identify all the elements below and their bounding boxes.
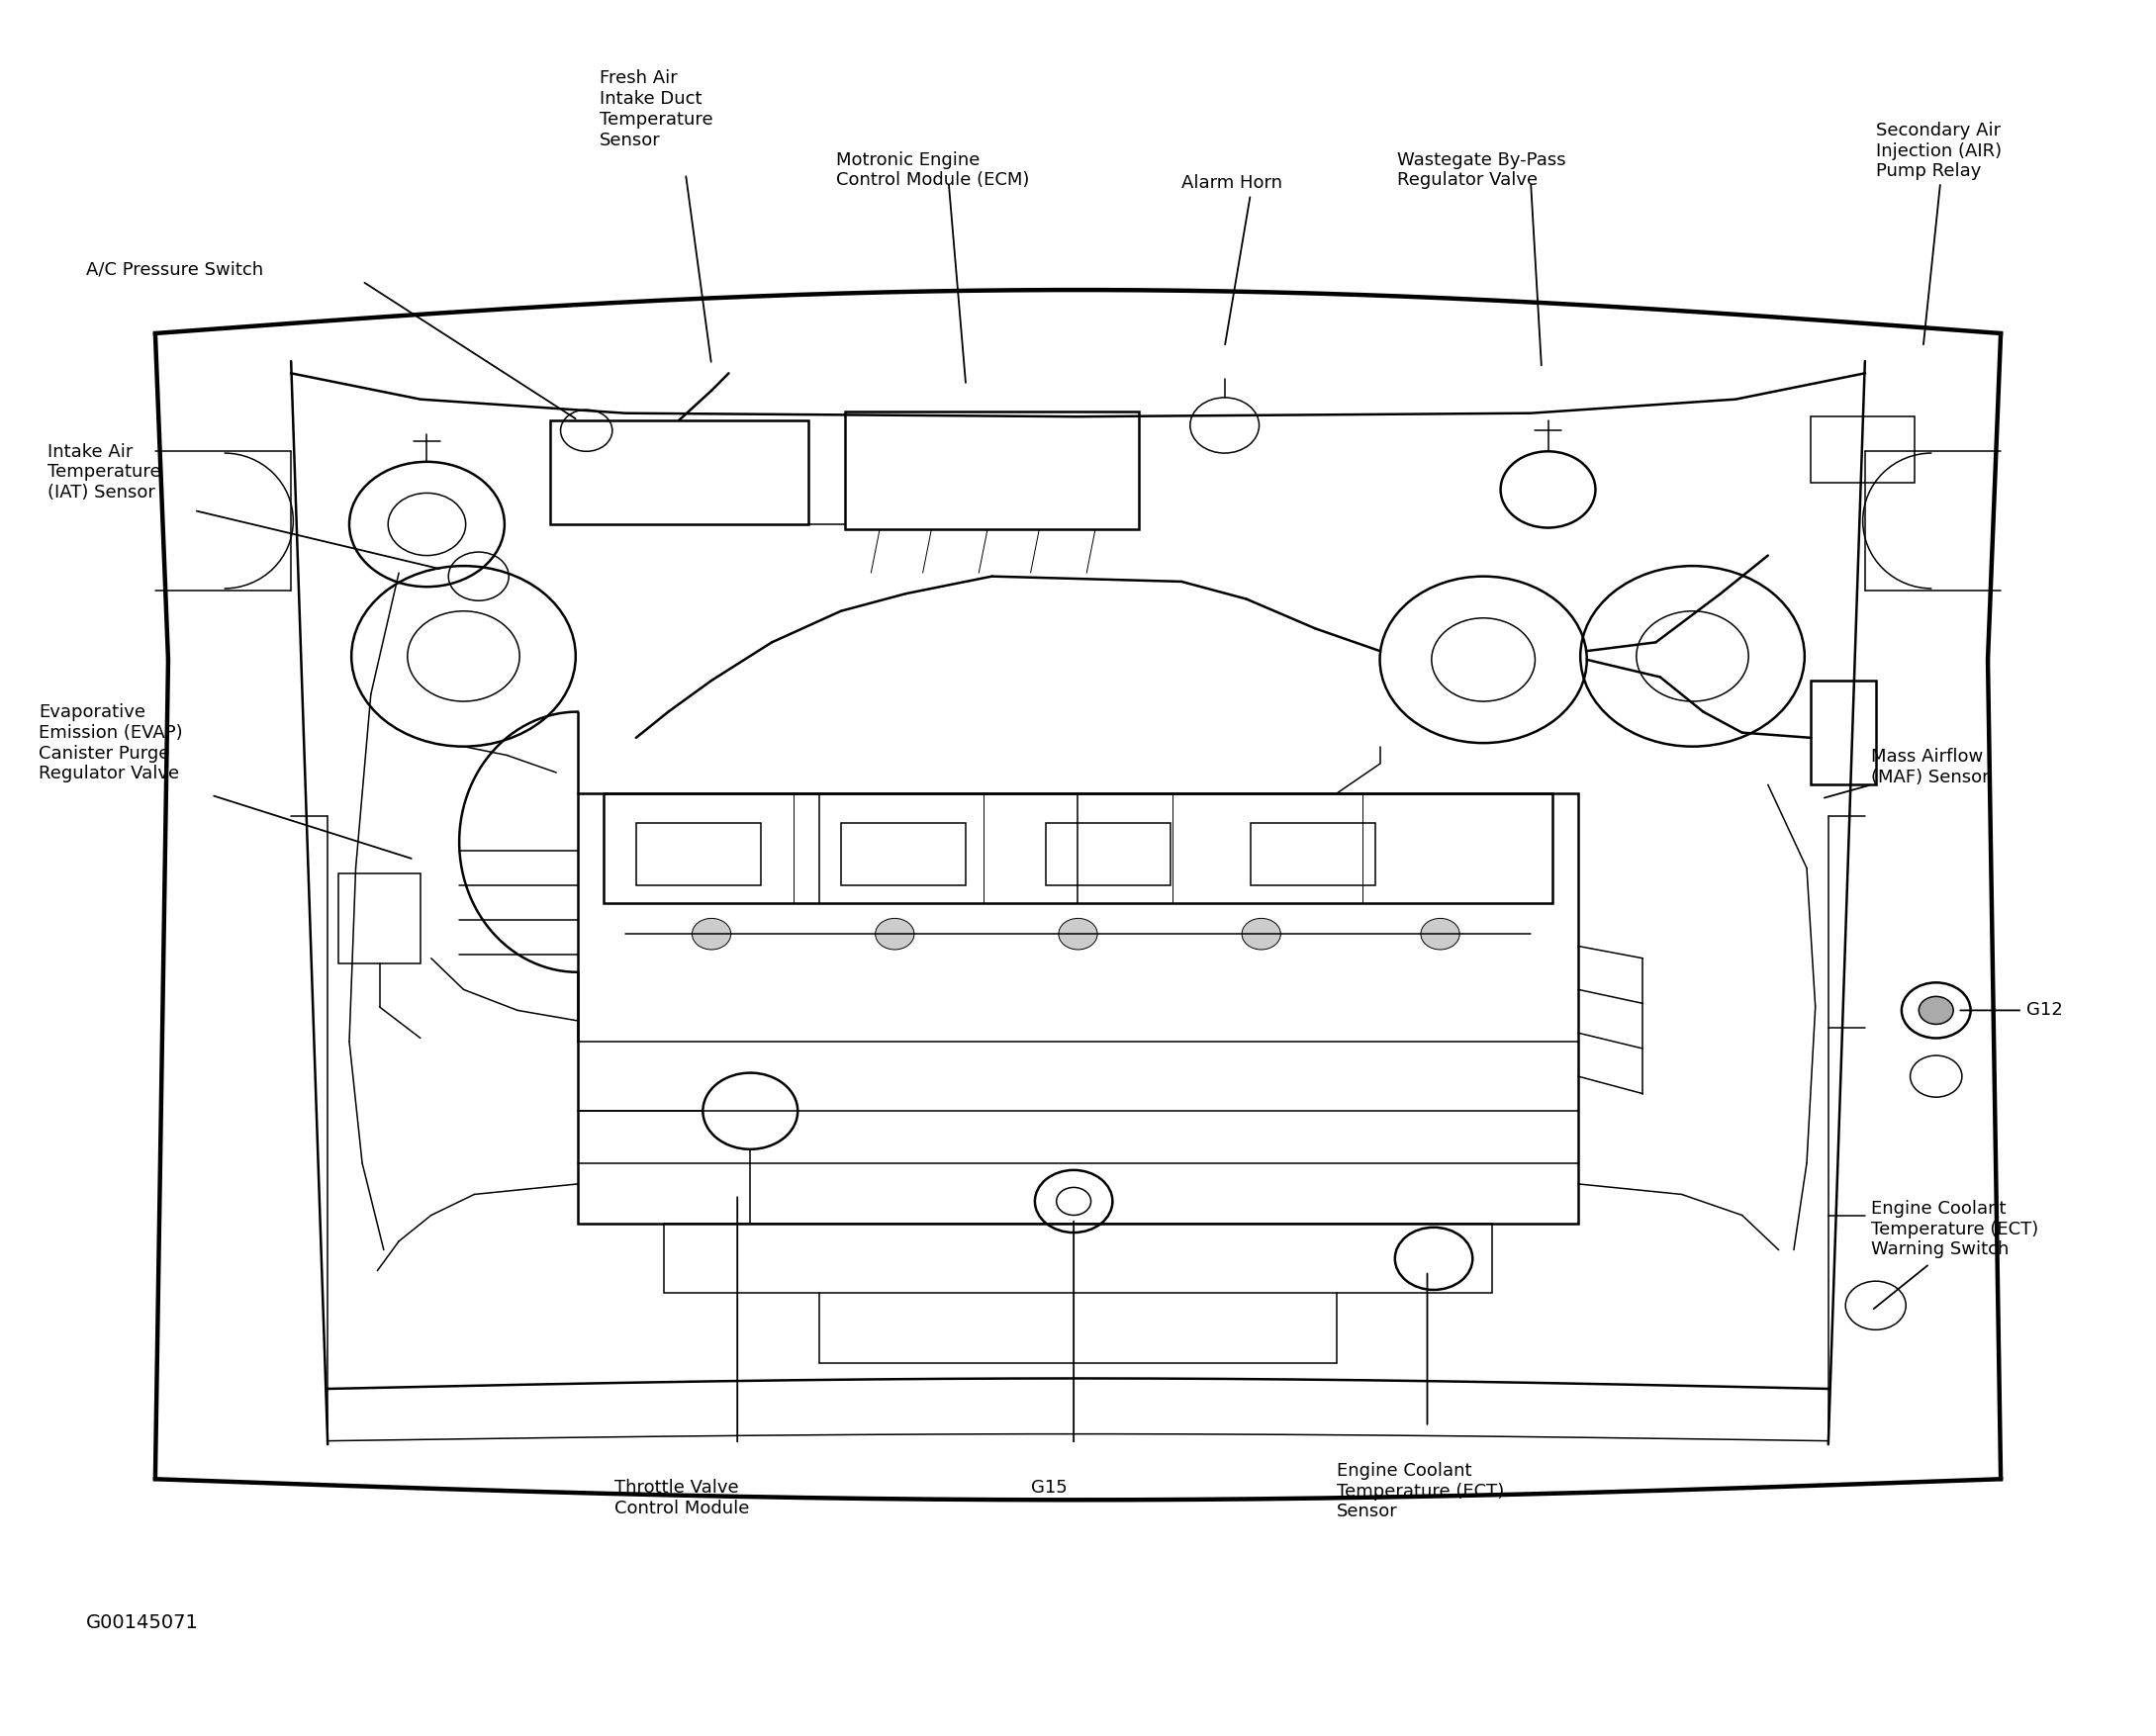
- Circle shape: [1421, 918, 1460, 950]
- Text: Wastegate By-Pass
Regulator Valve: Wastegate By-Pass Regulator Valve: [1397, 151, 1565, 189]
- Bar: [1811, 681, 1876, 785]
- Circle shape: [1242, 918, 1281, 950]
- Text: A/C Pressure Switch: A/C Pressure Switch: [86, 260, 263, 278]
- Text: G15: G15: [1031, 1479, 1067, 1496]
- Text: Secondary Air
Injection (AIR)
Pump Relay: Secondary Air Injection (AIR) Pump Relay: [1876, 122, 2001, 181]
- Text: G00145071: G00145071: [86, 1614, 198, 1632]
- Text: Engine Coolant
Temperature (ECT)
Warning Switch: Engine Coolant Temperature (ECT) Warning…: [1871, 1200, 2040, 1259]
- Bar: [1250, 823, 1376, 885]
- Bar: [550, 420, 808, 524]
- Text: Throttle Valve
Control Module: Throttle Valve Control Module: [614, 1479, 750, 1517]
- Text: Mass Airflow
(MAF) Sensor: Mass Airflow (MAF) Sensor: [1871, 748, 1990, 786]
- Bar: [604, 793, 1552, 903]
- Text: Evaporative
Emission (EVAP)
Canister Purge
Regulator Valve: Evaporative Emission (EVAP) Canister Pur…: [39, 703, 183, 783]
- Circle shape: [1059, 918, 1097, 950]
- Bar: [841, 823, 966, 885]
- Bar: [845, 411, 1138, 529]
- Bar: [338, 873, 420, 963]
- Text: Alarm Horn: Alarm Horn: [1181, 174, 1283, 191]
- Bar: [664, 1224, 1492, 1293]
- Bar: [1811, 417, 1915, 483]
- Bar: [578, 793, 1578, 1224]
- Text: G12: G12: [2027, 1002, 2063, 1019]
- Text: Motronic Engine
Control Module (ECM): Motronic Engine Control Module (ECM): [837, 151, 1031, 189]
- Circle shape: [1919, 996, 1953, 1024]
- Text: Intake Air
Temperature
(IAT) Sensor: Intake Air Temperature (IAT) Sensor: [47, 443, 162, 502]
- Circle shape: [875, 918, 914, 950]
- Circle shape: [692, 918, 731, 950]
- Text: Fresh Air
Intake Duct
Temperature
Sensor: Fresh Air Intake Duct Temperature Sensor: [599, 69, 714, 149]
- Bar: [1046, 823, 1171, 885]
- Bar: [636, 823, 761, 885]
- Text: Engine Coolant
Temperature (ECT)
Sensor: Engine Coolant Temperature (ECT) Sensor: [1337, 1462, 1505, 1521]
